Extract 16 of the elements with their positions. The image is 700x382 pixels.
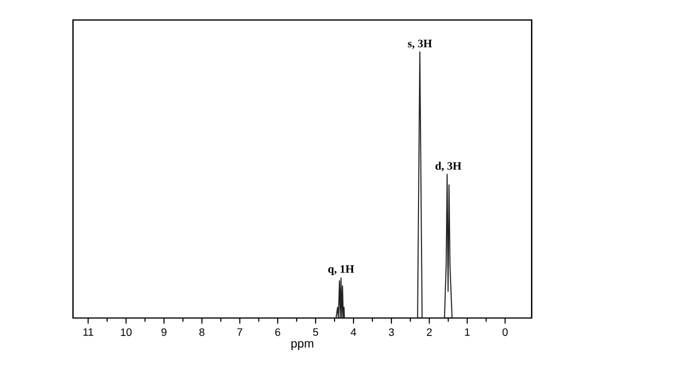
annotation: s, 3H (408, 40, 432, 49)
annotation: d, 3H (436, 162, 462, 172)
x-tick-label: 10 (120, 328, 132, 336)
annotation: q, 1H (328, 265, 354, 276)
x-tick-label: 4 (350, 328, 356, 336)
x-tick-label: 3 (388, 328, 394, 336)
x-tick-label: 0 (502, 328, 508, 336)
x-tick-label: 1 (465, 328, 470, 336)
x-tick-label: 6 (275, 328, 280, 336)
x-tick-label: 5 (313, 328, 318, 336)
x-tick-label: 9 (162, 328, 166, 336)
x-tick-label: 2 (426, 328, 432, 336)
x-tick-label: 8 (199, 328, 204, 336)
x-axis-title: ppm (291, 341, 314, 350)
x-tick-label: 11 (83, 328, 94, 336)
x-tick-label: 7 (237, 328, 242, 336)
